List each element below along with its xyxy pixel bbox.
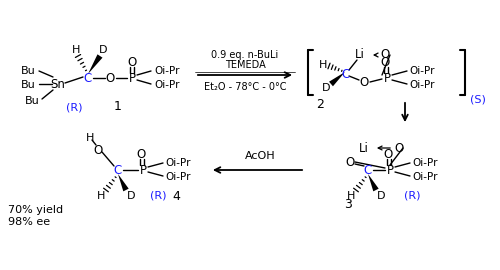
Text: Bu: Bu — [25, 96, 40, 106]
Text: H: H — [319, 60, 327, 70]
Text: 2: 2 — [316, 99, 324, 112]
Polygon shape — [88, 54, 102, 74]
Text: 3: 3 — [344, 198, 352, 211]
Text: TEMEDA: TEMEDA — [224, 60, 266, 70]
Text: Li: Li — [355, 49, 365, 62]
Text: C: C — [364, 164, 372, 177]
Text: 0.9 eq. n-BuLi: 0.9 eq. n-BuLi — [212, 50, 278, 60]
Text: H: H — [97, 191, 105, 201]
Text: O: O — [360, 76, 368, 89]
Text: O: O — [136, 148, 145, 161]
Polygon shape — [329, 72, 345, 86]
Text: C: C — [114, 164, 122, 177]
Polygon shape — [368, 174, 378, 191]
Text: H: H — [72, 45, 80, 55]
Text: Oi-Pr: Oi-Pr — [165, 158, 191, 168]
Text: Oi-Pr: Oi-Pr — [412, 158, 438, 168]
Text: O: O — [94, 143, 102, 157]
Text: P: P — [128, 72, 136, 85]
Text: Sn: Sn — [50, 79, 66, 92]
Text: (S): (S) — [470, 95, 486, 105]
Text: (R): (R) — [66, 102, 82, 112]
Text: Oi-Pr: Oi-Pr — [409, 80, 435, 90]
Text: O: O — [346, 156, 354, 168]
Text: P: P — [384, 72, 390, 85]
Text: Oi-Pr: Oi-Pr — [165, 172, 191, 182]
Text: 4: 4 — [172, 190, 180, 202]
Text: O: O — [394, 141, 404, 154]
Polygon shape — [118, 174, 128, 191]
Text: O: O — [128, 56, 136, 69]
Text: D: D — [99, 45, 107, 55]
Text: 1: 1 — [114, 100, 122, 113]
Text: Bu: Bu — [21, 66, 36, 76]
Text: O: O — [380, 49, 390, 62]
Text: Bu: Bu — [21, 80, 36, 90]
Text: D: D — [322, 83, 330, 93]
Text: Oi-Pr: Oi-Pr — [412, 172, 438, 182]
Text: Et₂O - 78°C - 0°C: Et₂O - 78°C - 0°C — [204, 82, 286, 92]
Text: O: O — [380, 56, 390, 69]
Text: (R): (R) — [404, 191, 420, 201]
Text: Oi-Pr: Oi-Pr — [154, 66, 180, 76]
Text: AcOH: AcOH — [244, 151, 276, 161]
Text: 98% ee: 98% ee — [8, 217, 50, 227]
Text: Oi-Pr: Oi-Pr — [154, 80, 180, 90]
Text: P: P — [140, 164, 146, 177]
Text: Oi-Pr: Oi-Pr — [409, 66, 435, 76]
Text: O: O — [106, 72, 114, 85]
Text: D: D — [377, 191, 385, 201]
Text: H: H — [86, 133, 94, 143]
Text: C: C — [341, 68, 349, 80]
Text: C: C — [84, 72, 92, 85]
Text: 70% yield: 70% yield — [8, 205, 63, 215]
Text: P: P — [386, 164, 394, 177]
Text: D: D — [127, 191, 135, 201]
Text: Li: Li — [359, 141, 369, 154]
Text: O: O — [384, 148, 392, 161]
Text: H: H — [347, 191, 355, 201]
Text: (R): (R) — [150, 191, 166, 201]
